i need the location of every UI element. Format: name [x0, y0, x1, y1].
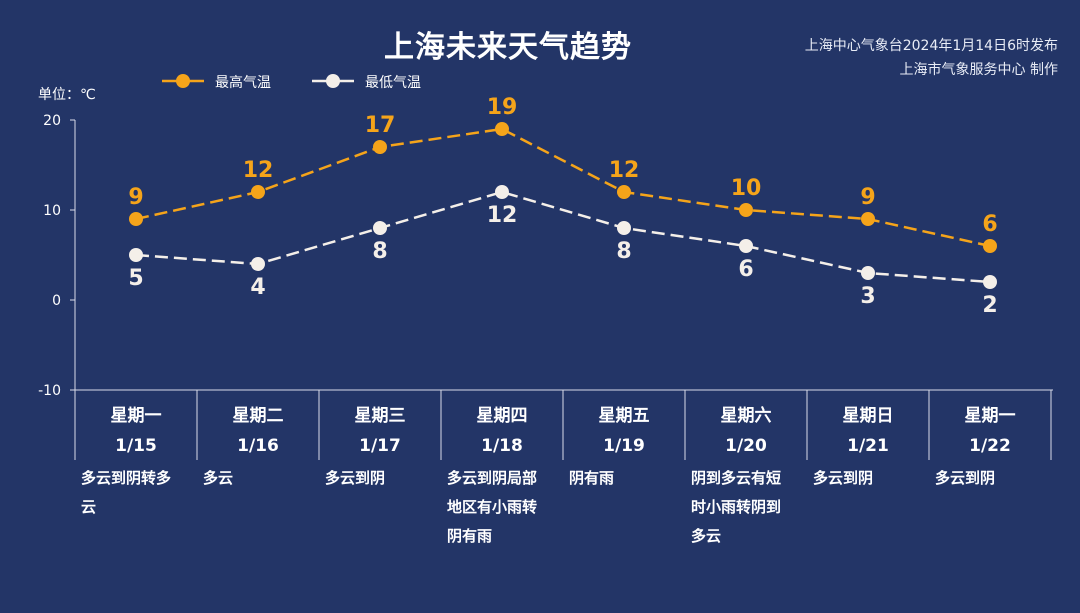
weather-description-line: 多云到阴 [325, 469, 385, 487]
date-label: 1/21 [847, 436, 889, 456]
day-label: 星期五 [599, 406, 650, 426]
data-label-low: 5 [128, 266, 143, 291]
series-line-high [135, 127, 991, 248]
data-label-low: 8 [616, 239, 631, 264]
data-point-low [495, 185, 509, 199]
date-label: 1/15 [115, 436, 157, 456]
y-tick-label: 20 [43, 113, 61, 129]
unit-label: 单位：℃ [38, 87, 96, 103]
day-label: 星期六 [721, 405, 772, 426]
weather-description-line: 多云到阴局部 [447, 469, 537, 487]
data-label-low: 3 [860, 284, 875, 309]
day-label: 星期一 [111, 406, 162, 426]
data-label-high: 9 [860, 185, 875, 210]
data-label-high: 10 [731, 176, 762, 201]
page-title: 上海未来天气趋势 [384, 30, 632, 65]
data-point-high [739, 203, 753, 217]
data-point-low [251, 257, 265, 271]
data-label-low: 12 [487, 203, 518, 228]
date-label: 1/17 [359, 436, 401, 456]
data-label-low: 2 [982, 293, 997, 318]
data-label-high: 12 [609, 158, 640, 183]
data-label-high: 17 [365, 113, 396, 138]
issuer-info: 上海中心气象台2024年1月14日6时发布 上海市气象服务中心 制作 [805, 34, 1058, 82]
weather-description-line: 阴有雨 [447, 527, 492, 545]
y-tick-label: 0 [52, 293, 61, 309]
data-point-low [129, 248, 143, 262]
legend-line-marker-high-icon [162, 74, 204, 88]
date-label: 1/22 [969, 436, 1011, 456]
legend-label-low: 最低气温 [365, 75, 421, 91]
data-label-low: 4 [250, 275, 265, 300]
data-label-high: 12 [243, 158, 274, 183]
weather-description-line: 多云到阴 [935, 469, 995, 487]
weather-description-line: 多云 [691, 527, 721, 545]
data-point-high [129, 212, 143, 226]
data-point-high [861, 212, 875, 226]
legend-label-high: 最高气温 [215, 75, 271, 91]
data-point-high [495, 122, 509, 136]
data-point-high [251, 185, 265, 199]
weather-description-line: 云 [81, 498, 96, 516]
day-label: 星期日 [843, 406, 894, 426]
weather-description-line: 多云到阴转多 [81, 469, 171, 487]
data-point-high [617, 185, 631, 199]
weather-description-line: 阴到多云有短 [691, 469, 781, 487]
date-label: 1/18 [481, 436, 523, 456]
series-line-low [135, 190, 991, 284]
data-point-high [373, 140, 387, 154]
data-label-high: 6 [982, 212, 997, 237]
issuer-line-2: 上海市气象服务中心 制作 [899, 62, 1058, 78]
data-label-low: 8 [372, 239, 387, 264]
day-label: 星期二 [233, 406, 284, 426]
weather-description-line: 多云到阴 [813, 469, 873, 487]
data-point-low [373, 221, 387, 235]
date-label: 1/16 [237, 436, 279, 456]
legend-line-marker-low-icon [312, 74, 354, 88]
data-label-high: 19 [487, 95, 518, 120]
data-label-high: 9 [128, 185, 143, 210]
issuer-line-1: 上海中心气象台2024年1月14日6时发布 [804, 38, 1058, 54]
day-label: 星期一 [965, 406, 1016, 426]
y-tick-label: -10 [38, 383, 61, 399]
date-label: 1/20 [725, 436, 767, 456]
day-label: 星期三 [355, 406, 406, 426]
day-label: 星期四 [477, 406, 528, 426]
data-point-low [861, 266, 875, 280]
weather-description-line: 阴有雨 [569, 469, 614, 487]
data-point-high [983, 239, 997, 253]
data-point-low [739, 239, 753, 253]
data-point-low [617, 221, 631, 235]
weather-description-line: 时小雨转阴到 [691, 498, 781, 516]
data-label-low: 6 [738, 257, 753, 282]
y-tick-label: 10 [43, 203, 61, 219]
data-point-low [983, 275, 997, 289]
date-label: 1/19 [603, 436, 645, 456]
weather-description-line: 地区有小雨转 [447, 498, 537, 516]
weather-description-line: 多云 [203, 469, 233, 487]
